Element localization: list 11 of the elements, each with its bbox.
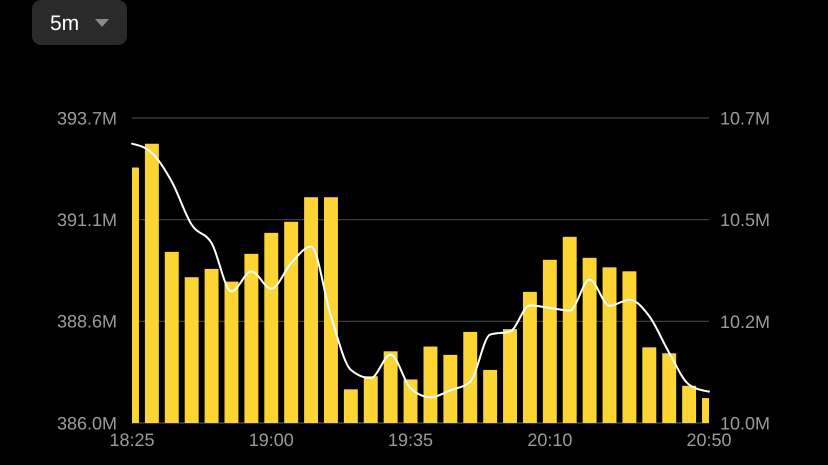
y-tick-label: 393.7M xyxy=(56,108,117,128)
y2-tick-label: 10.5M xyxy=(720,210,770,230)
y2-tick-label: 10.2M xyxy=(720,312,770,332)
text: 5m xyxy=(50,12,80,35)
x-tick-label: 19:00 xyxy=(248,430,294,450)
x-tick-label: 20:10 xyxy=(527,430,572,450)
y2-tick-label: 10.7M xyxy=(720,108,770,128)
y-tick-label: 391.1M xyxy=(56,210,117,230)
line-series xyxy=(131,142,710,398)
x-tick-label: 19:35 xyxy=(388,430,434,450)
y-tick-label: 388.6M xyxy=(56,312,117,332)
